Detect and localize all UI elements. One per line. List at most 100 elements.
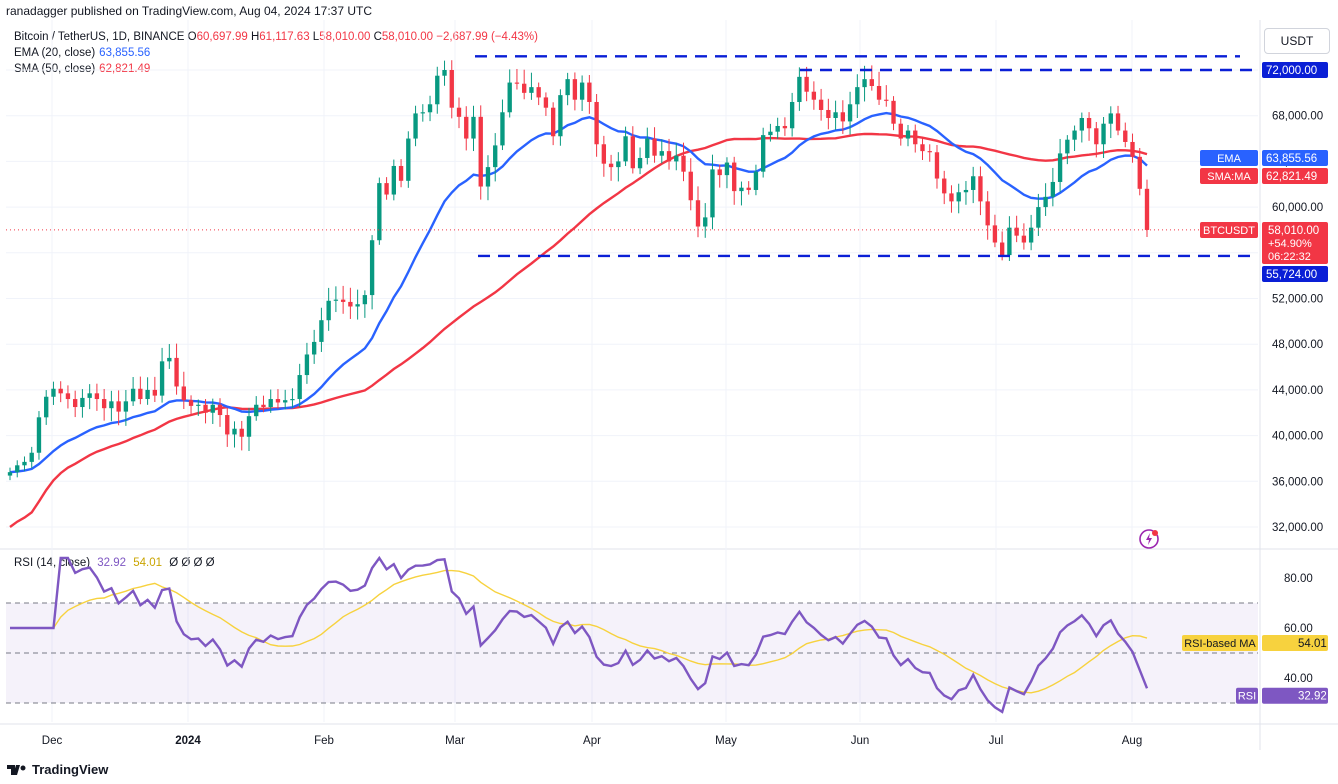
candle-body — [406, 138, 411, 181]
price-tick-label: 60,000.00 — [1272, 202, 1323, 214]
candle-body — [739, 187, 744, 192]
high-value: 61,117.63 — [259, 31, 310, 43]
time-tick-label: 2024 — [175, 735, 201, 747]
candle-body — [565, 79, 570, 96]
candle-body — [1057, 153, 1063, 182]
candle-body — [876, 85, 882, 100]
candle-body — [80, 397, 85, 408]
candle-body — [1137, 156, 1142, 189]
candle-body — [217, 404, 223, 416]
sma-legend-value: 62,821.49 — [99, 63, 151, 75]
publisher-caption: ranadagger published on TradingView.com,… — [6, 4, 373, 18]
candle-body — [1101, 123, 1106, 145]
open-value: 60,697.99 — [196, 31, 248, 43]
candle-body — [797, 76, 802, 102]
candle-body — [572, 79, 578, 100]
candle-body — [616, 161, 621, 168]
candle-body — [51, 388, 56, 397]
candle-body — [7, 472, 13, 476]
time-tick-label: Aug — [1122, 735, 1142, 747]
candle-body — [493, 145, 498, 168]
price-tick-label: 40,000.00 — [1272, 431, 1323, 443]
last-price-change: +54.90% — [1268, 238, 1312, 250]
candle-body — [826, 109, 831, 118]
time-tick-label: Jun — [851, 735, 870, 747]
candle-body — [724, 162, 730, 176]
sma-line — [9, 132, 1148, 528]
candle-body — [232, 428, 237, 435]
candle-body — [637, 157, 643, 169]
ema-legend: EMA (20, close) 63,855.56 — [14, 47, 151, 59]
price-tick-label: 32,000.00 — [1272, 522, 1323, 534]
level-55724-value: 55,724.00 — [1266, 269, 1317, 281]
candle-body — [442, 70, 447, 76]
candle-body — [1065, 139, 1070, 154]
ohlc-values: O60,697.99 H61,117.63 L58,010.00 C58,010… — [187, 31, 538, 43]
candle-body — [398, 165, 404, 181]
candle-body — [898, 123, 903, 139]
candle-body — [167, 357, 172, 362]
candle-body — [145, 389, 150, 400]
ema-marker-label-box — [1200, 150, 1258, 166]
candle-body — [1072, 130, 1077, 140]
candle-body — [840, 112, 846, 122]
rsi-label-box — [1236, 687, 1258, 704]
candle-body — [789, 101, 795, 129]
candle-body — [22, 461, 27, 466]
candle-body — [601, 144, 607, 164]
rsi-marker-value: 32.92 — [1298, 691, 1327, 703]
candle-body — [703, 217, 708, 227]
candle-body — [942, 178, 947, 194]
candle-body — [239, 428, 244, 437]
candle-body — [804, 76, 809, 92]
candle-body — [174, 357, 179, 387]
rsi-tick-label: 60.00 — [1284, 623, 1313, 635]
last-price-countdown: 06:22:32 — [1268, 251, 1311, 263]
candle-body — [999, 242, 1005, 256]
tradingview-logo[interactable]: TradingView — [6, 762, 108, 777]
candle-body — [913, 130, 918, 145]
candle-body — [225, 415, 230, 435]
candle-body — [485, 167, 491, 187]
candle-body — [152, 389, 158, 396]
candle-body — [384, 183, 389, 195]
rsi-legend-value: 32.92 — [97, 557, 127, 569]
candle-body — [369, 240, 375, 296]
symbol-legend: Bitcoin / TetherUS, 1D, BINANCE O60,697.… — [14, 31, 538, 43]
candle-body — [268, 399, 273, 408]
candle-body — [275, 399, 281, 403]
candle-body — [283, 400, 288, 403]
candle-body — [159, 361, 165, 396]
candle-body — [992, 225, 998, 243]
candle-body — [710, 169, 715, 218]
candle-body — [884, 99, 889, 101]
ema-marker-value-box — [1262, 150, 1328, 166]
candle-body — [210, 404, 215, 413]
last-price-label: BTCUSDT — [1203, 225, 1255, 237]
candle-body — [732, 162, 737, 192]
candle-body — [15, 465, 20, 473]
candle-body — [138, 388, 143, 400]
candle-body — [514, 82, 520, 84]
lightning-icon[interactable] — [1138, 528, 1160, 550]
candle-body — [934, 152, 940, 179]
candle-body — [891, 100, 896, 124]
candle-body — [536, 87, 541, 98]
candle-body — [377, 183, 382, 241]
currency-button[interactable]: USDT — [1264, 28, 1330, 54]
last-price-value: 58,010.00 — [1268, 225, 1319, 237]
rsi-tick-label: 80.00 — [1284, 573, 1313, 585]
rsi-ma-label: RSI-based MA — [1184, 638, 1256, 650]
rsi-ma-value: 54.01 — [1298, 638, 1327, 650]
candle-body — [869, 79, 874, 86]
candle-body — [319, 320, 324, 342]
candle-body — [36, 417, 42, 453]
candle-body — [579, 82, 585, 100]
candle-body — [666, 151, 672, 162]
price-tick-label: 48,000.00 — [1272, 339, 1323, 351]
tradingview-logo-icon — [7, 764, 26, 775]
candle-body — [522, 83, 527, 93]
candle-body — [558, 95, 563, 137]
candle-body — [196, 404, 201, 406]
